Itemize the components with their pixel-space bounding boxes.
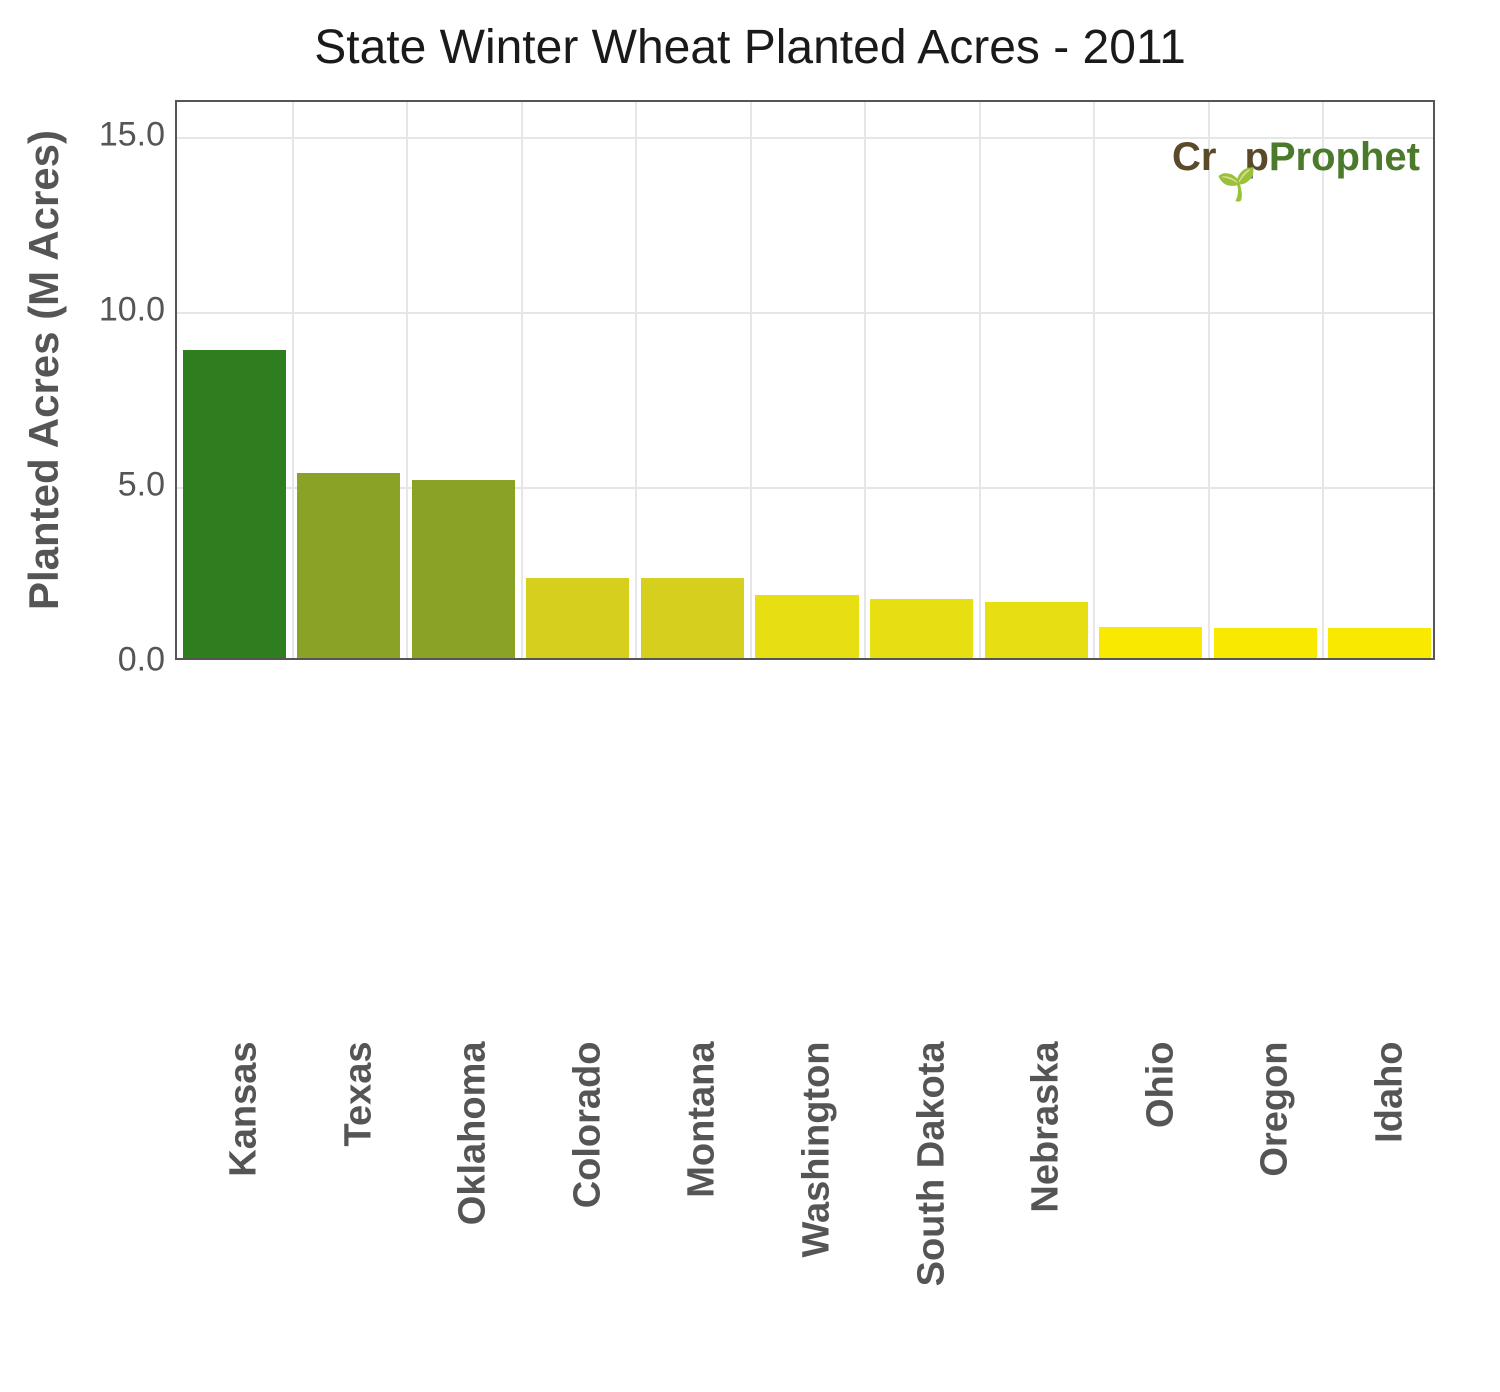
chart-title: State Winter Wheat Planted Acres - 2011 (0, 20, 1500, 75)
logo-text-prophet: Prophet (1269, 135, 1420, 179)
gridline-vertical (750, 102, 752, 658)
bar (1099, 627, 1202, 659)
y-tick-label: 15.0 (95, 116, 165, 155)
x-tick-label: Oregon (1254, 1042, 1297, 1392)
y-tick-label: 5.0 (95, 466, 165, 505)
x-tick-label: Washington (796, 1042, 839, 1392)
bar (297, 473, 400, 659)
x-tick-label: Montana (681, 1042, 724, 1392)
gridline-vertical (406, 102, 408, 658)
bar (870, 599, 973, 659)
x-tick-label: Texas (337, 1042, 380, 1392)
bar (755, 595, 858, 658)
x-tick-label: Oklahoma (452, 1042, 495, 1392)
x-tick-label: Ohio (1139, 1042, 1182, 1392)
x-tick-label: Kansas (223, 1042, 266, 1392)
x-tick-label: South Dakota (910, 1042, 953, 1392)
bar (526, 578, 629, 659)
y-tick-label: 0.0 (95, 641, 165, 680)
x-tick-label: Idaho (1368, 1042, 1411, 1392)
gridline-vertical (1208, 102, 1210, 658)
gridline-vertical (521, 102, 523, 658)
bar (641, 578, 744, 659)
bar (1328, 628, 1431, 658)
x-tick-label: Nebraska (1025, 1042, 1068, 1392)
gridline-horizontal (177, 312, 1433, 314)
logo-text-cr: Cr (1172, 135, 1216, 179)
gridline-vertical (979, 102, 981, 658)
gridline-vertical (1093, 102, 1095, 658)
bar (183, 350, 286, 658)
chart-container: State Winter Wheat Planted Acres - 2011 … (0, 0, 1500, 1050)
gridline-vertical (1322, 102, 1324, 658)
y-tick-label: 10.0 (95, 291, 165, 330)
gridline-vertical (292, 102, 294, 658)
bar (985, 602, 1088, 658)
gridline-vertical (864, 102, 866, 658)
bar (1214, 628, 1317, 658)
y-axis-label: Planted Acres (M Acres) (20, 60, 80, 680)
bar (412, 480, 515, 659)
x-tick-label: Colorado (566, 1042, 609, 1392)
cropprophet-logo: Cr🌱pProphet (1172, 135, 1420, 180)
gridline-vertical (635, 102, 637, 658)
